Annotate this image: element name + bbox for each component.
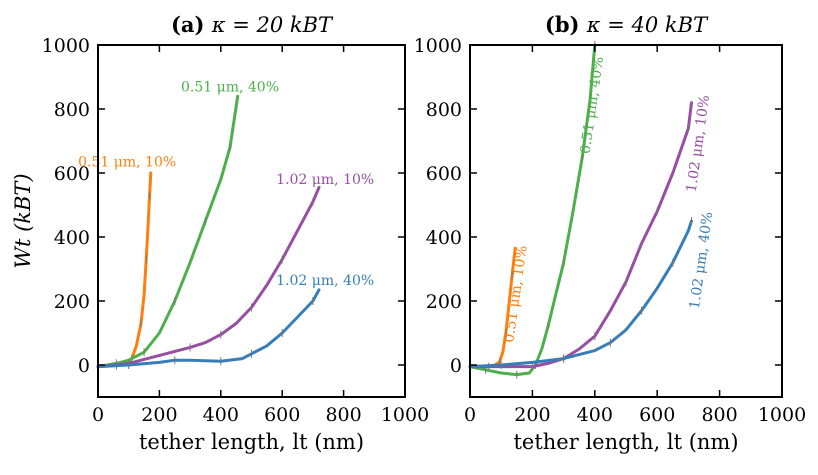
series-line-1 <box>96 94 240 369</box>
y-tick-label: 600 <box>54 163 90 185</box>
x-tick-label: 800 <box>701 404 737 426</box>
y-tick-label: 400 <box>426 227 462 249</box>
x-axis-label: tether length, lt (nm) <box>139 430 364 454</box>
plot-frame <box>469 44 783 398</box>
panel-title-prefix: (b) <box>545 12 587 37</box>
panel-title-math: κ = 40 kBT <box>586 13 709 37</box>
y-tick-label: 800 <box>426 99 462 121</box>
x-tick-label: 1000 <box>381 404 429 426</box>
series-line-0 <box>96 171 153 369</box>
y-tick-label: 1000 <box>414 35 462 57</box>
x-tick-label: 0 <box>92 404 104 426</box>
series-label-1: 0.51 μm, 40% <box>181 79 279 95</box>
y-tick-label: 0 <box>450 355 462 377</box>
x-tick-label: 400 <box>577 404 613 426</box>
series-line-2 <box>96 185 321 369</box>
y-tick-label: 800 <box>54 99 90 121</box>
x-tick-label: 600 <box>639 404 675 426</box>
panel-title-math: κ = 20 kBT <box>211 13 334 37</box>
x-tick-label: 200 <box>514 404 550 426</box>
x-axis-label: tether length, lt (nm) <box>513 430 738 454</box>
series-line-3 <box>468 219 693 369</box>
series-label-0: 0.51 μm, 10% <box>501 244 530 343</box>
x-tick-label: 400 <box>203 404 239 426</box>
panel-a: 0.51 μm, 10% 0.51 μm, 40% 1.02 μm, 10% 1.02… <box>11 12 429 454</box>
series-label-0: 0.51 μm, 10% <box>78 155 176 171</box>
y-tick-label: 200 <box>426 291 462 313</box>
y-tick-label: 1000 <box>42 35 90 57</box>
y-tick-label: 600 <box>426 163 462 185</box>
y-axis-label: Wt (kBT) <box>11 173 35 268</box>
series-label-2: 1.02 μm, 10% <box>276 172 374 188</box>
x-tick-label: 800 <box>325 404 361 426</box>
y-tick-label: 200 <box>54 291 90 313</box>
series-label-3: 1.02 μm, 40% <box>276 273 374 289</box>
series-line-2 <box>468 101 693 369</box>
y-tick-label: 400 <box>54 227 90 249</box>
x-tick-label: 1000 <box>758 404 806 426</box>
series-line-1 <box>468 43 597 377</box>
panel-title-prefix: (a) <box>171 12 212 37</box>
plot-frame <box>97 44 406 398</box>
panel-title: (a) κ = 20 kBT <box>171 12 334 37</box>
series-label-2: 1.02 μm, 10% <box>684 94 713 193</box>
series-label-1: 0.51 μm, 40% <box>578 56 607 155</box>
panel-b: 0.51 μm, 10%0.51 μm, 40% 1.02 μm, 10%1.02… <box>414 12 807 454</box>
x-tick-label: 200 <box>141 404 177 426</box>
series-line-3 <box>96 288 321 369</box>
x-tick-label: 0 <box>464 404 476 426</box>
x-tick-label: 600 <box>264 404 300 426</box>
panel-title: (b) κ = 40 kBT <box>545 12 709 37</box>
y-tick-label: 0 <box>78 355 90 377</box>
